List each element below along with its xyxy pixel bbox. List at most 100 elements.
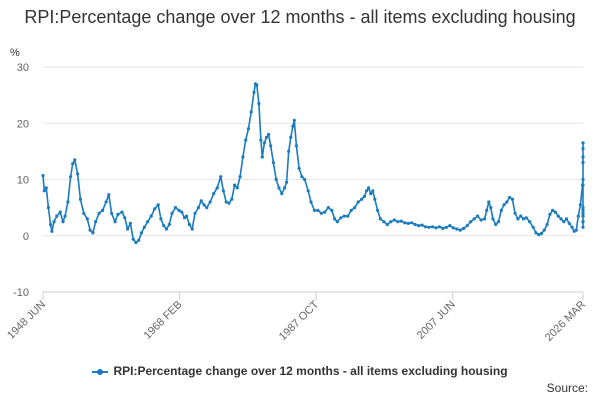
data-point[interactable] [283, 186, 287, 190]
data-point[interactable] [137, 238, 141, 242]
data-point[interactable] [353, 206, 357, 210]
data-point[interactable] [519, 214, 523, 218]
data-point[interactable] [423, 225, 428, 229]
data-point[interactable] [44, 186, 48, 190]
data-point[interactable] [185, 214, 189, 218]
data-point[interactable] [441, 226, 445, 230]
data-point[interactable] [326, 206, 330, 210]
data-point[interactable] [69, 175, 73, 179]
data-point[interactable] [196, 206, 200, 210]
data-point[interactable] [479, 218, 483, 222]
data-point[interactable] [378, 217, 382, 221]
data-point[interactable] [233, 183, 237, 187]
data-point[interactable] [333, 217, 337, 221]
data-point[interactable] [534, 231, 538, 235]
data-point[interactable] [553, 210, 558, 214]
data-point[interactable] [458, 228, 462, 232]
data-point[interactable] [502, 203, 506, 207]
data-point[interactable] [113, 220, 117, 224]
data-point[interactable] [146, 220, 150, 224]
data-point[interactable] [385, 222, 389, 227]
data-point[interactable] [66, 200, 70, 204]
data-point[interactable] [303, 177, 307, 182]
data-point[interactable] [524, 216, 528, 220]
data-point[interactable] [208, 200, 212, 204]
data-point[interactable] [128, 221, 132, 225]
data-point[interactable] [120, 210, 124, 214]
data-point[interactable] [542, 228, 546, 232]
data-point[interactable] [156, 203, 160, 207]
data-point[interactable] [451, 226, 455, 230]
data-point[interactable] [539, 231, 544, 236]
data-point[interactable] [280, 192, 284, 196]
data-point[interactable] [46, 206, 51, 210]
data-point[interactable] [360, 197, 364, 201]
data-point[interactable] [346, 214, 350, 218]
data-point[interactable] [330, 208, 334, 212]
data-point[interactable] [469, 220, 473, 224]
data-point[interactable] [285, 180, 289, 184]
data-point[interactable] [134, 240, 138, 245]
data-point[interactable] [420, 223, 424, 227]
data-point[interactable] [562, 220, 566, 224]
data-point[interactable] [292, 118, 296, 122]
data-point[interactable] [510, 197, 514, 201]
data-point[interactable] [448, 224, 452, 228]
data-point[interactable] [545, 222, 549, 227]
data-point[interactable] [241, 155, 245, 159]
data-point[interactable] [309, 200, 313, 204]
data-point[interactable] [180, 210, 184, 214]
data-point[interactable] [371, 189, 375, 193]
data-point[interactable] [190, 227, 194, 231]
data-point[interactable] [413, 222, 417, 227]
data-point[interactable] [581, 220, 585, 224]
data-point[interactable] [61, 220, 65, 224]
data-point[interactable] [264, 135, 269, 139]
data-point[interactable] [581, 211, 585, 215]
data-point[interactable] [259, 138, 263, 142]
data-point[interactable] [581, 141, 585, 145]
data-point[interactable] [581, 206, 585, 210]
data-point[interactable] [434, 226, 438, 230]
data-point[interactable] [244, 138, 248, 142]
data-point[interactable] [249, 110, 253, 114]
data-point[interactable] [578, 203, 583, 207]
data-point[interactable] [291, 124, 295, 128]
data-point[interactable] [107, 193, 111, 197]
data-point[interactable] [581, 183, 585, 187]
data-point[interactable] [376, 208, 380, 212]
data-point[interactable] [55, 214, 59, 218]
data-point[interactable] [215, 186, 219, 190]
data-point[interactable] [574, 228, 578, 232]
data-point[interactable] [494, 222, 498, 227]
data-point[interactable] [306, 189, 310, 193]
data-point[interactable] [382, 220, 386, 224]
data-point[interactable] [462, 226, 466, 230]
data-point[interactable] [76, 172, 80, 176]
data-point[interactable] [257, 102, 261, 106]
data-point[interactable] [581, 214, 585, 218]
data-point[interactable] [246, 127, 250, 131]
data-point[interactable] [373, 197, 377, 201]
data-point[interactable] [235, 186, 239, 190]
data-point[interactable] [427, 225, 431, 229]
data-point[interactable] [581, 147, 585, 151]
data-point[interactable] [289, 135, 293, 139]
data-point[interactable] [551, 208, 555, 212]
data-point[interactable] [78, 197, 82, 201]
data-point[interactable] [489, 206, 493, 210]
data-point[interactable] [335, 220, 339, 224]
data-point[interactable] [528, 220, 532, 224]
data-point[interactable] [252, 90, 256, 94]
data-point[interactable] [164, 227, 169, 231]
data-point[interactable] [499, 208, 503, 212]
data-point[interactable] [255, 83, 259, 87]
data-point[interactable] [262, 141, 266, 145]
data-point[interactable] [323, 210, 327, 214]
data-point[interactable] [126, 227, 130, 231]
data-point[interactable] [339, 216, 343, 220]
data-point[interactable] [556, 214, 560, 218]
data-point[interactable] [199, 199, 203, 203]
data-point[interactable] [312, 208, 316, 212]
data-point[interactable] [97, 211, 101, 215]
